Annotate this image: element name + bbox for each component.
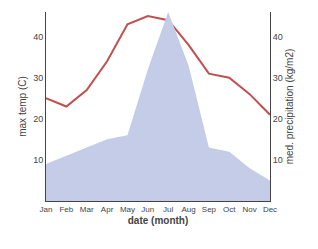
svg-text:30: 30 — [33, 73, 43, 83]
svg-text:May: May — [120, 205, 135, 214]
svg-text:10: 10 — [273, 155, 283, 165]
svg-text:Dec: Dec — [263, 205, 277, 214]
svg-text:20: 20 — [33, 114, 43, 124]
svg-text:Jul: Jul — [163, 205, 173, 214]
svg-text:Oct: Oct — [223, 205, 236, 214]
svg-text:40: 40 — [33, 32, 43, 42]
svg-text:30: 30 — [273, 73, 283, 83]
svg-text:20: 20 — [273, 114, 283, 124]
svg-text:Sep: Sep — [202, 205, 217, 214]
svg-text:Jun: Jun — [141, 205, 154, 214]
svg-text:40: 40 — [273, 32, 283, 42]
svg-text:date (month): date (month) — [128, 215, 189, 226]
svg-text:med. precipitation (kg/m2): med. precipitation (kg/m2) — [284, 49, 295, 165]
svg-text:Aug: Aug — [181, 205, 195, 214]
svg-text:10: 10 — [33, 155, 43, 165]
svg-text:Nov: Nov — [243, 205, 257, 214]
svg-text:Mar: Mar — [80, 205, 94, 214]
svg-text:Jan: Jan — [40, 205, 53, 214]
svg-text:Feb: Feb — [59, 205, 73, 214]
svg-text:Apr: Apr — [101, 205, 114, 214]
svg-text:max temp (C): max temp (C) — [17, 76, 28, 137]
